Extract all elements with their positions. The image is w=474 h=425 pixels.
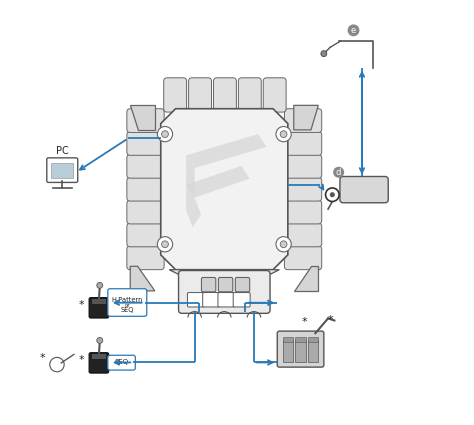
Circle shape <box>347 24 359 36</box>
Text: *: * <box>39 353 45 363</box>
Text: H-Pattern: H-Pattern <box>111 297 143 303</box>
FancyBboxPatch shape <box>127 200 164 224</box>
Polygon shape <box>186 198 201 227</box>
Polygon shape <box>169 270 279 274</box>
Text: or: or <box>125 303 130 308</box>
Text: d: d <box>336 168 341 177</box>
FancyBboxPatch shape <box>127 109 164 133</box>
FancyBboxPatch shape <box>235 278 250 292</box>
Polygon shape <box>186 134 267 168</box>
Polygon shape <box>186 166 250 198</box>
Text: e: e <box>351 26 356 35</box>
Text: *: * <box>79 355 84 365</box>
FancyBboxPatch shape <box>233 292 250 307</box>
Text: *: * <box>302 317 308 327</box>
Circle shape <box>321 51 327 57</box>
Bar <box>308 337 319 342</box>
Circle shape <box>276 127 291 142</box>
FancyBboxPatch shape <box>284 109 322 133</box>
Circle shape <box>97 337 103 343</box>
FancyBboxPatch shape <box>47 158 78 182</box>
FancyBboxPatch shape <box>284 132 322 155</box>
FancyBboxPatch shape <box>219 278 233 292</box>
FancyBboxPatch shape <box>218 292 235 307</box>
Bar <box>283 337 293 342</box>
FancyBboxPatch shape <box>340 176 388 203</box>
Circle shape <box>157 127 173 142</box>
FancyBboxPatch shape <box>284 177 322 201</box>
FancyBboxPatch shape <box>284 246 322 270</box>
Bar <box>92 299 106 303</box>
Bar <box>51 163 73 178</box>
Text: SEQ: SEQ <box>120 307 134 313</box>
Circle shape <box>162 241 168 248</box>
Bar <box>92 354 106 359</box>
Bar <box>295 340 306 362</box>
FancyBboxPatch shape <box>127 223 164 247</box>
FancyBboxPatch shape <box>108 289 147 316</box>
FancyBboxPatch shape <box>127 177 164 201</box>
Circle shape <box>50 357 64 372</box>
FancyBboxPatch shape <box>187 292 204 307</box>
FancyBboxPatch shape <box>201 278 216 292</box>
Text: *: * <box>328 314 333 325</box>
FancyBboxPatch shape <box>213 78 237 112</box>
Polygon shape <box>161 109 288 270</box>
Bar <box>295 337 306 342</box>
Circle shape <box>157 237 173 252</box>
FancyBboxPatch shape <box>277 331 324 367</box>
Polygon shape <box>186 155 195 210</box>
Bar <box>308 340 319 362</box>
Polygon shape <box>294 105 319 130</box>
Text: PC: PC <box>55 146 68 156</box>
Circle shape <box>280 241 287 248</box>
Circle shape <box>276 237 291 252</box>
Circle shape <box>97 282 103 288</box>
FancyBboxPatch shape <box>127 154 164 178</box>
FancyBboxPatch shape <box>89 298 109 318</box>
Polygon shape <box>294 266 319 291</box>
FancyBboxPatch shape <box>189 78 211 112</box>
FancyBboxPatch shape <box>127 246 164 270</box>
Circle shape <box>162 131 168 138</box>
Circle shape <box>330 192 335 197</box>
FancyBboxPatch shape <box>284 223 322 247</box>
Text: SEQ: SEQ <box>114 360 128 366</box>
FancyBboxPatch shape <box>179 271 270 313</box>
FancyBboxPatch shape <box>284 200 322 224</box>
FancyBboxPatch shape <box>284 154 322 178</box>
FancyBboxPatch shape <box>164 78 187 112</box>
Circle shape <box>326 188 339 201</box>
Polygon shape <box>130 266 155 291</box>
FancyBboxPatch shape <box>263 78 286 112</box>
Text: *: * <box>79 300 84 310</box>
Bar <box>283 340 293 362</box>
Polygon shape <box>130 105 155 130</box>
FancyBboxPatch shape <box>127 132 164 155</box>
FancyBboxPatch shape <box>203 292 219 307</box>
FancyBboxPatch shape <box>89 353 109 373</box>
FancyBboxPatch shape <box>108 355 136 370</box>
Circle shape <box>333 167 344 178</box>
Circle shape <box>280 131 287 138</box>
FancyBboxPatch shape <box>238 78 261 112</box>
